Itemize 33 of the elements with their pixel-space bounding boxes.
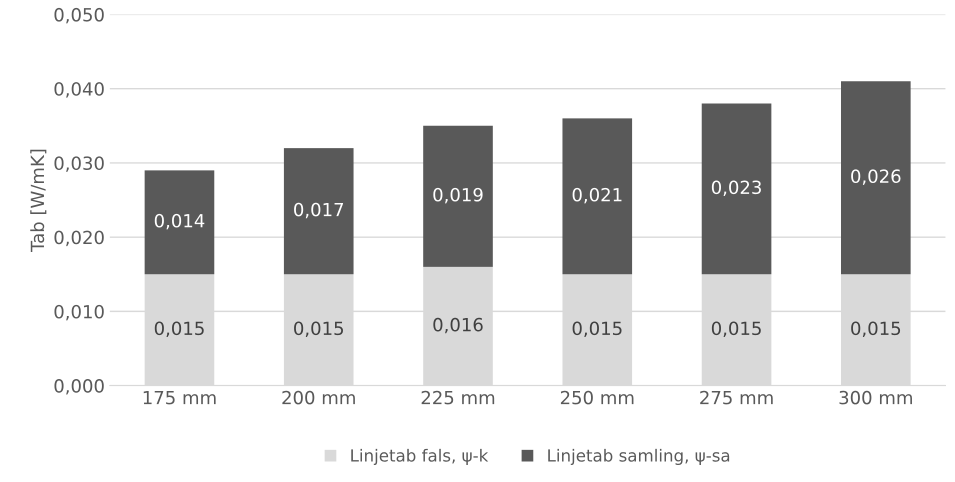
x-tick-label: 250 mm [560, 390, 634, 404]
y-tick-label: 0,050 [54, 8, 104, 24]
bar [423, 126, 493, 267]
data-label: 0,015 [712, 322, 761, 338]
x-tick-label: 275 mm [700, 390, 773, 404]
data-label: 0,021 [572, 188, 622, 204]
y-tick-label: 0,030 [54, 156, 104, 172]
y-tick-label: 0,010 [54, 304, 104, 320]
y-tick-label: 0,000 [54, 379, 104, 395]
x-tick-label: 300 mm [840, 390, 912, 404]
bar [562, 118, 632, 274]
data-label: 0,019 [433, 188, 483, 204]
data-label: 0,015 [572, 322, 622, 338]
y-tick-label: 0,020 [54, 230, 104, 246]
data-label: 0,026 [851, 169, 901, 185]
x-tick-label: 175 mm [144, 391, 216, 404]
data-label: 0,014 [154, 214, 204, 230]
data-label: 0,015 [294, 322, 343, 338]
bar [284, 148, 354, 274]
data-label: 0,016 [433, 318, 483, 334]
data-label: 0,015 [154, 322, 204, 338]
data-label: 0,017 [294, 202, 344, 218]
bar [702, 104, 772, 274]
bar [840, 81, 911, 274]
x-tick-label: 200 mm [282, 390, 355, 404]
y-axis-title: Tab [W/mK] [30, 150, 46, 252]
data-label: 0,023 [712, 180, 761, 196]
legend-label: Linjetab samling, ψ-sa [548, 448, 730, 465]
legend-label: Linjetab fals, ψ-k [351, 448, 488, 465]
y-tick-label: 0,040 [54, 82, 104, 98]
x-tick-label: 225 mm [422, 390, 494, 404]
bar [144, 170, 214, 274]
data-label: 0,015 [851, 322, 900, 338]
